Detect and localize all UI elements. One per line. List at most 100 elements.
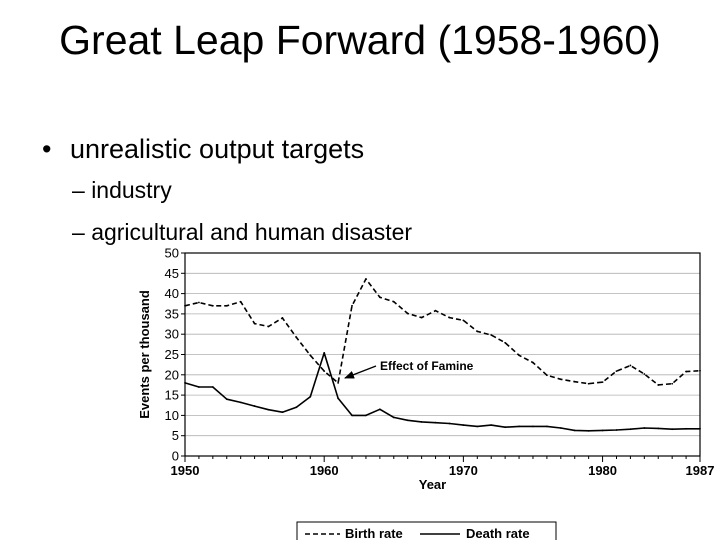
death-rate-point	[545, 425, 548, 428]
birth-rate-point	[392, 300, 395, 303]
death-rate-point	[184, 382, 186, 384]
death-rate-point	[685, 427, 687, 430]
birth-rate-point	[253, 322, 256, 325]
sub-bullet-item: – agricultural and human disaster	[72, 218, 412, 246]
x-tick-label: 1950	[171, 463, 200, 478]
death-rate-point	[406, 419, 409, 422]
birth-rate-point	[406, 312, 409, 315]
x-tick-label: 1960	[310, 463, 339, 478]
death-rate-point	[615, 429, 618, 431]
death-rate-point	[699, 427, 701, 430]
dash-icon: –	[72, 219, 92, 245]
birth-rate-point	[225, 304, 228, 307]
death-rate-point	[448, 422, 451, 425]
birth-rate-point	[476, 330, 479, 333]
birth-rate-point	[601, 381, 604, 384]
death-rate-point	[420, 420, 423, 423]
death-rate-point	[532, 425, 534, 428]
birth-rate-point	[351, 304, 353, 307]
death-rate-point	[504, 426, 507, 429]
birth-rate-point	[671, 382, 674, 385]
birth-rate-point	[378, 296, 381, 299]
birth-rate-point	[198, 301, 200, 304]
birth-rate-point	[643, 373, 646, 375]
y-tick-label: 25	[165, 347, 179, 362]
y-tick-label: 45	[165, 266, 179, 281]
birth-rate-point	[545, 374, 548, 377]
death-rate-point	[378, 408, 381, 411]
legend-box	[296, 521, 557, 540]
birth-rate-point	[490, 334, 493, 336]
birth-rate-point	[365, 278, 367, 280]
death-rate-point	[476, 425, 479, 428]
birth-rate-point	[337, 382, 340, 384]
birth-rate-point	[629, 364, 632, 367]
legend-birth-rate-label: Birth rate	[345, 526, 403, 540]
death-rate-point	[225, 398, 228, 401]
famine-annotation: Effect of Famine	[380, 359, 474, 373]
birth-rate-point	[532, 361, 534, 364]
x-tick-label: 1980	[588, 463, 617, 478]
sub-bullet-text-industry: industry	[91, 177, 172, 203]
y-tick-label: 50	[165, 246, 179, 261]
x-axis-label: Year	[419, 477, 446, 492]
death-rate-point	[281, 411, 284, 414]
death-rate-point	[490, 424, 493, 427]
famine-arrow	[344, 365, 377, 379]
bullet-dot-icon: •	[42, 134, 52, 164]
slide-title: Great Leap Forward (1958-1960)	[59, 17, 661, 63]
birth-rate-point	[657, 384, 660, 386]
birth-rate-point	[462, 319, 465, 322]
birth-rate-point	[699, 369, 701, 372]
y-tick-label: 40	[165, 286, 179, 301]
death-rate-point	[657, 427, 660, 430]
birth-rate-point	[281, 317, 284, 319]
death-rate-point	[253, 405, 256, 407]
birth-rate-point	[518, 354, 520, 357]
death-rate-point	[295, 406, 298, 409]
sub-bullet-text-disaster: agricultural and human disaster	[91, 219, 413, 245]
death-rate-point	[392, 416, 395, 419]
death-rate-line	[184, 352, 700, 432]
legend-death-rate-label: Death rate	[466, 526, 530, 540]
birth-rate-point	[267, 325, 270, 328]
death-rate-point	[518, 425, 520, 428]
death-rate-point	[601, 429, 604, 432]
y-tick-label: 35	[165, 306, 179, 321]
death-rate-point	[559, 427, 562, 429]
birth-rate-point	[685, 370, 687, 373]
death-rate-point	[239, 401, 242, 404]
death-rate-point	[573, 429, 576, 432]
death-rate-point	[351, 414, 353, 417]
death-rate-point	[337, 397, 340, 400]
birth-rate-point	[323, 370, 326, 373]
birth-rate-point	[573, 380, 576, 383]
birth-rate-point	[559, 378, 562, 381]
y-tick-label: 10	[165, 408, 179, 423]
birth-rate-point	[184, 304, 186, 307]
death-rate-point	[434, 421, 437, 424]
y-tick-label: 0	[172, 449, 179, 464]
death-rate-point	[629, 428, 632, 431]
y-tick-label: 15	[165, 388, 179, 403]
bullet-item: • unrealistic output targets	[42, 132, 364, 166]
death-rate-point	[643, 427, 646, 429]
death-rate-point	[671, 428, 674, 431]
birth-rate-point	[239, 300, 242, 303]
death-rate-point	[211, 386, 214, 388]
birth-rate-point	[434, 309, 437, 312]
y-tick-label: 30	[165, 327, 179, 342]
death-rate-point	[365, 414, 367, 417]
death-rate-point	[309, 395, 312, 398]
death-rate-point	[198, 386, 200, 388]
birth-rate-point	[211, 304, 214, 307]
bullet-text: unrealistic output targets	[70, 134, 365, 164]
birth-rate-point	[420, 316, 423, 319]
birth-rate-line	[184, 278, 701, 386]
birth-rate-point	[504, 341, 507, 344]
y-tick-label: 5	[172, 428, 179, 443]
y-tick-label: 20	[165, 367, 179, 382]
x-tick-label: 1970	[449, 463, 478, 478]
dash-icon: –	[72, 177, 92, 203]
